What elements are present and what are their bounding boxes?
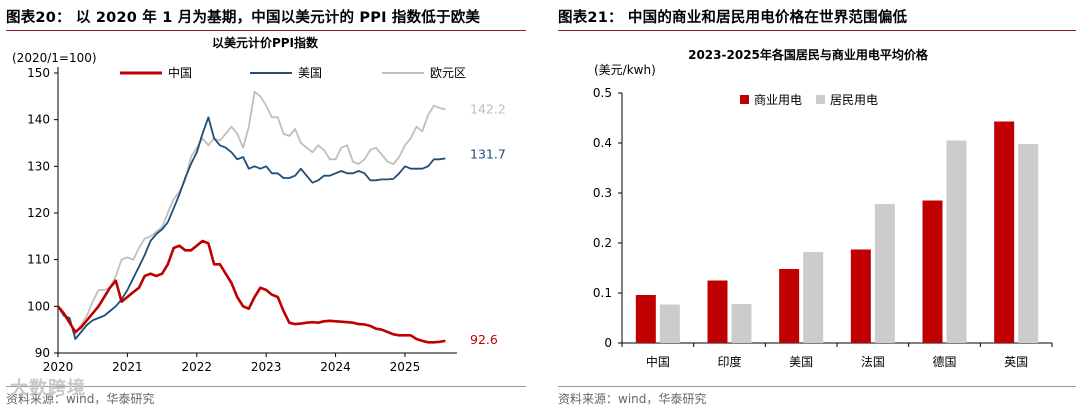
- ppi-x-tick-label: 2024: [320, 360, 351, 374]
- left-title-rule: [6, 30, 526, 31]
- left-source-note: 资料来源：wind，华泰研究: [6, 392, 155, 406]
- commercial-bar: [922, 200, 943, 343]
- electricity-y-tick-label: 0.2: [593, 236, 612, 250]
- ppi-x-tick-label: 2021: [112, 360, 143, 374]
- right-figure-title: 图表21： 中国的商业和居民用电价格在世界范围偏低: [558, 10, 908, 26]
- ppi-legend-label: 美国: [298, 66, 322, 80]
- electricity-chart-ylabel: (美元/kwh): [594, 63, 656, 77]
- left-figure-panel: 图表20： 以 2020 年 1 月为基期，中国以美元计的 PPI 指数低于欧美…: [0, 0, 530, 411]
- left-bottom-rule: [6, 386, 526, 387]
- ppi-chart-title: 以美元计价PPI指数: [212, 35, 319, 50]
- commercial-bar: [994, 121, 1015, 343]
- ppi-end-label: 131.7: [470, 146, 506, 161]
- electricity-y-tick-label: 0.1: [593, 286, 612, 300]
- residential-bar: [874, 204, 895, 343]
- ppi-y-tick-label: 140: [27, 113, 50, 127]
- electricity-y-tick-label: 0: [604, 336, 612, 350]
- commercial-bar: [850, 249, 871, 343]
- electricity-legend-swatch: [816, 95, 825, 104]
- left-figure-title: 图表20： 以 2020 年 1 月为基期，中国以美元计的 PPI 指数低于欧美: [6, 10, 481, 26]
- ppi-y-tick-label: 150: [27, 66, 50, 80]
- electricity-y-tick-label: 0.3: [593, 186, 612, 200]
- ppi-legend-label: 欧元区: [430, 66, 466, 80]
- ppi-chart-legend: 中国 美国 欧元区: [120, 65, 466, 80]
- ppi-x-tick-label: 2022: [182, 360, 213, 374]
- right-figure-panel: 图表21： 中国的商业和居民用电价格在世界范围偏低 2023-2025年各国居民…: [552, 0, 1080, 411]
- ppi-y-tick-label: 120: [27, 206, 50, 220]
- ppi-series-line: [57, 116, 446, 340]
- right-source-note: 资料来源：wind，华泰研究: [558, 392, 707, 406]
- residential-bar: [803, 252, 824, 343]
- electricity-chart-bars: [635, 121, 1039, 343]
- ppi-x-tick-label: 2020: [43, 360, 74, 374]
- electricity-chart-legend: 商业用电 居民用电: [740, 92, 878, 107]
- electricity-bar-chart: 2023-2025年各国居民与商业用电平均价格 (美元/kwh) 商业用电 居民用…: [593, 47, 1053, 369]
- ppi-series-line: [57, 90, 446, 336]
- electricity-legend-swatch: [740, 95, 749, 104]
- electricity-legend-label: 居民用电: [830, 93, 878, 107]
- electricity-x-tick-label: 美国: [789, 355, 813, 369]
- ppi-end-label: 92.6: [470, 332, 498, 347]
- electricity-chart-axes: 0 0.1 0.2 0.3 0.4 0.5 中国 印度 美国 法国 德国 英国: [593, 86, 1053, 369]
- electricity-x-tick-label: 法国: [861, 355, 885, 369]
- electricity-y-tick-label: 0.5: [593, 86, 612, 100]
- electricity-chart-title: 2023-2025年各国居民与商业用电平均价格: [688, 47, 929, 62]
- ppi-line-chart: 以美元计价PPI指数 (2020/1=100) 中国 美国 欧元区 90 100 110…: [12, 35, 506, 374]
- ppi-series-line: [56, 239, 446, 344]
- ppi-y-tick-label: 110: [27, 253, 50, 267]
- ppi-chart-series: 142.2 131.7 92.6: [56, 90, 506, 347]
- electricity-x-tick-label: 印度: [717, 354, 741, 369]
- electricity-x-tick-label: 英国: [1004, 355, 1028, 369]
- ppi-x-tick-label: 2025: [390, 360, 421, 374]
- right-title-rule: [558, 30, 1076, 31]
- ppi-y-tick-label: 130: [27, 159, 50, 173]
- ppi-y-tick-label: 90: [35, 346, 50, 360]
- ppi-y-tick-label: 100: [27, 299, 50, 313]
- residential-bar: [731, 304, 752, 343]
- electricity-x-tick-label: 中国: [646, 354, 670, 369]
- electricity-y-tick-label: 0.4: [593, 136, 612, 150]
- ppi-chart-ylabel: (2020/1=100): [12, 51, 97, 65]
- electricity-x-tick-label: 德国: [932, 354, 956, 369]
- right-bottom-rule: [558, 386, 1076, 387]
- ppi-chart-axes: 90 100 110 120 130 140 150 2020 2021 2022 2023 2024…: [27, 66, 457, 374]
- electricity-legend-label: 商业用电: [754, 92, 802, 107]
- commercial-bar: [635, 295, 656, 343]
- ppi-x-tick-label: 2023: [251, 360, 282, 374]
- residential-bar: [1018, 144, 1039, 343]
- commercial-bar: [779, 269, 800, 343]
- ppi-legend-label: 中国: [168, 65, 192, 80]
- residential-bar: [659, 304, 680, 343]
- residential-bar: [946, 140, 967, 343]
- ppi-end-label: 142.2: [470, 101, 506, 116]
- commercial-bar: [707, 280, 728, 343]
- watermark-text: 大数跨境: [10, 378, 86, 399]
